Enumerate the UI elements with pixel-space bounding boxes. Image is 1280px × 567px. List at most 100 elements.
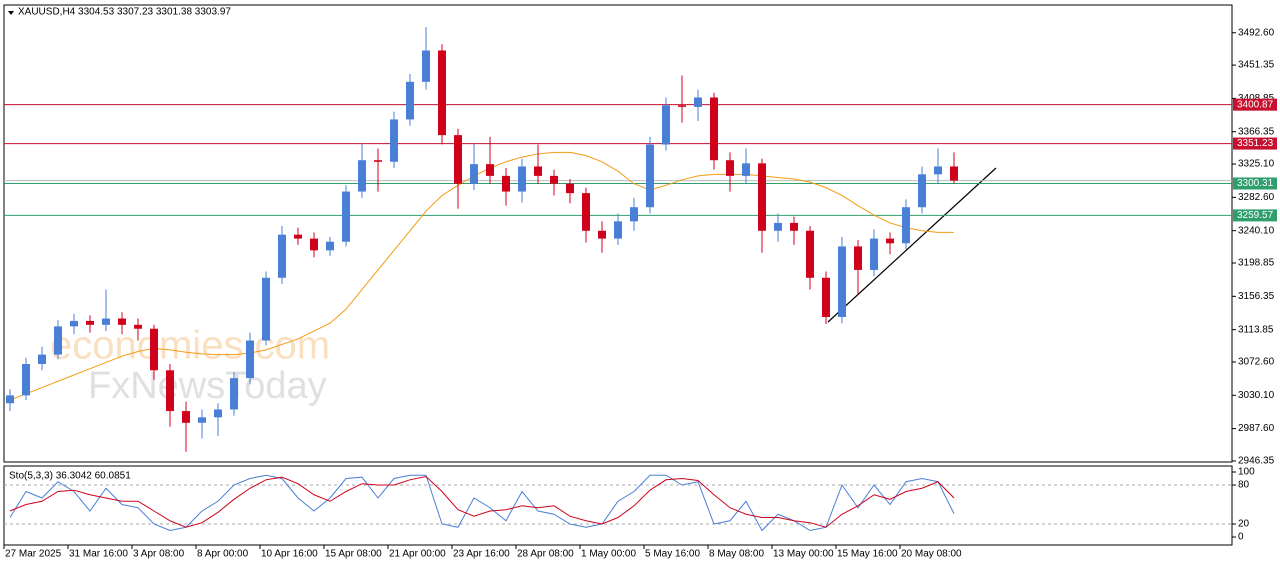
candle-body [662,105,670,145]
candle-body [86,320,94,325]
candle-body [934,166,942,175]
candle-body [630,207,638,222]
candle-body [774,222,782,231]
x-tick-label: 31 Mar 16:00 [69,549,128,560]
candle-body [726,160,734,176]
y-tick-label: 3451.35 [1238,60,1275,71]
x-tick-label: 1 May 00:00 [581,549,636,560]
trendline [827,167,997,323]
y-tick-label: 2987.60 [1238,423,1275,434]
y-tick-label: 3198.85 [1238,258,1275,269]
y-tick-label: 3492.60 [1238,27,1275,38]
candle-body [822,277,830,317]
candle-body [534,166,542,176]
x-tick-label: 10 Apr 16:00 [261,549,318,560]
x-tick-label: 27 Mar 2025 [5,549,62,560]
y-tick-label: 2946.35 [1238,456,1275,467]
candle-body [950,166,958,181]
candle-body [358,160,366,192]
candle-body [710,97,718,161]
candle-body [390,119,398,162]
x-tick-label: 15 Apr 08:00 [325,549,382,560]
candle-body [54,326,62,355]
y-tick-label: 3072.60 [1238,357,1275,368]
stoch-tick-label: 80 [1238,480,1250,491]
candle-body [374,160,382,162]
candle-body [486,164,494,176]
level-label: 3259.57 [1237,210,1274,221]
candle-body [310,238,318,251]
x-tick-label: 15 May 16:00 [837,549,898,560]
menu-arrow[interactable] [8,11,14,15]
level-label: 3300.31 [1237,178,1274,189]
level-label-box [1233,209,1277,222]
main-panel [3,4,1233,463]
candle-body [646,144,654,208]
level-label-box [1233,98,1277,111]
candle-body [598,230,606,239]
watermark: economies.com [50,324,330,368]
candle-body [438,50,446,136]
stoch-tick-label: 100 [1238,467,1255,478]
candle-body [182,411,190,423]
candle-body [694,97,702,107]
candle-body [886,238,894,244]
candle-body [118,318,126,325]
candle-body [918,174,926,208]
candle-body [550,175,558,184]
stoch-k [9,474,955,532]
candle-body [502,175,510,192]
x-tick-label: 3 Apr 08:00 [133,549,185,560]
level-label: 3351.23 [1237,138,1274,149]
x-tick-label: 20 May 08:00 [901,549,962,560]
candle-body [566,183,574,194]
candle-body [214,409,222,418]
candle-body [102,318,110,325]
candle-body [870,238,878,270]
candle-body [518,166,526,192]
candle-body [742,163,750,176]
candle-body [422,50,430,82]
candle-body [454,135,462,184]
y-tick-label: 3408.85 [1238,93,1275,104]
moving-average [9,151,954,401]
stoch-tick-label: 20 [1238,519,1250,530]
candle-body [246,340,254,379]
x-tick-label: 8 May 08:00 [709,549,764,560]
chart-title: XAUUSD,H4 3304.53 3307.23 3301.38 3303.9… [18,7,231,18]
candle-body [262,277,270,341]
candle-body [70,320,78,327]
candle-body [614,221,622,239]
candle-body [470,164,478,184]
y-tick-label: 3113.85 [1238,324,1274,335]
candle-body [902,207,910,244]
candle-body [790,222,798,231]
candle-body [854,246,862,270]
candle-body [326,241,334,251]
candle-body [806,230,814,278]
y-tick-label: 3156.35 [1238,291,1275,302]
watermark: FxNewsToday [88,365,327,407]
candle-body [838,246,846,317]
candle-body [342,191,350,242]
candle-body [38,354,46,365]
candle-body [230,378,238,410]
candle-body [134,324,142,329]
x-tick-label: 8 Apr 00:00 [197,549,249,560]
y-tick-label: 3030.10 [1238,390,1275,401]
level-label-box [1233,177,1277,190]
stochastic-panel [3,465,1233,546]
y-tick-label: 3240.10 [1238,225,1275,236]
candle-body [278,234,286,278]
x-tick-label: 13 May 00:00 [773,549,834,560]
candle-body [758,163,766,231]
level-label-box [1233,137,1277,150]
stochastic-label: Sto(5,3,3) 36.3042 60.0851 [9,471,131,482]
candle-body [294,234,302,239]
candle-body [22,364,30,396]
x-tick-label: 23 Apr 16:00 [453,549,510,560]
candle-body [166,370,174,412]
x-tick-label: 28 Apr 08:00 [517,549,574,560]
x-tick-label: 5 May 16:00 [645,549,700,560]
